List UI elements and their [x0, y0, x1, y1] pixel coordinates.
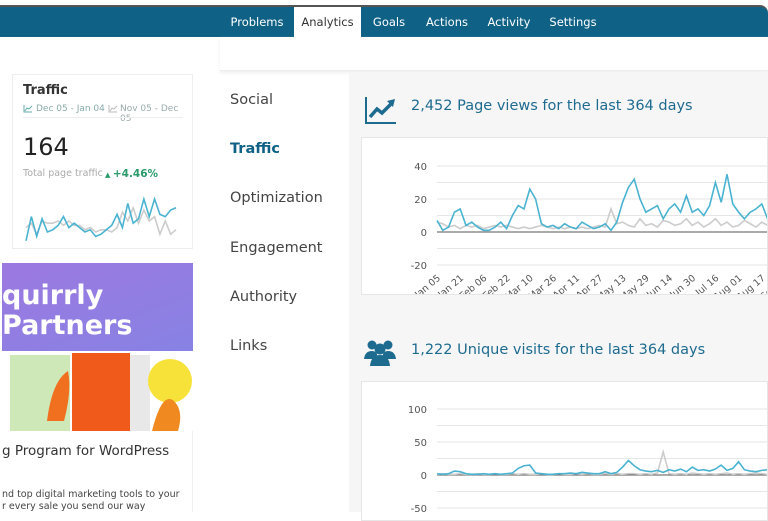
tab-analytics[interactable]: Analytics	[294, 7, 361, 40]
previous-period-line	[25, 205, 177, 237]
sub-header-bar	[220, 37, 768, 71]
up-arrow-icon: ▲	[105, 171, 113, 179]
traffic-label: Total page traffic	[23, 168, 103, 179]
unique-visits-chart: 100 50 0 -50	[361, 381, 768, 521]
tab-goals[interactable]: Goals	[372, 15, 406, 29]
tab-activity[interactable]: Activity	[487, 15, 531, 29]
menu-social[interactable]: Social	[230, 92, 273, 108]
menu-authority[interactable]: Authority	[230, 289, 298, 305]
y-tick-label: 40	[414, 162, 427, 173]
promo-description: nd top digital marketing tools to your r …	[2, 489, 180, 512]
page-views-title: 2,452 Page views for the last 364 days	[411, 98, 693, 114]
promo-title[interactable]: g Program for WordPress	[2, 443, 170, 459]
top-navigation: Problems Analytics Goals Actions Activit…	[0, 5, 768, 40]
window-edge	[0, 0, 768, 5]
menu-links[interactable]: Links	[230, 338, 268, 354]
promo-card: g Program for WordPress nd top digital m…	[2, 431, 193, 512]
y-tick-label: 20	[414, 195, 427, 206]
change-value: +4.46%	[112, 168, 159, 180]
menu-optimization[interactable]: Optimization	[230, 190, 323, 206]
current-period-line	[25, 196, 177, 241]
traffic-change: ▲ +4.46%	[105, 168, 158, 180]
trending-up-icon	[365, 97, 396, 124]
divider	[23, 117, 183, 118]
previous-period-line	[436, 448, 767, 476]
y-tick-label: 0	[421, 471, 427, 482]
tab-problems[interactable]: Problems	[230, 15, 284, 29]
tab-actions[interactable]: Actions	[425, 15, 468, 29]
traffic-card: Traffic Dec 05 - Jan 04 Nov 05 - Dec 05 …	[12, 74, 193, 249]
traffic-value: 164	[23, 133, 69, 161]
y-tick-label: -20	[411, 261, 427, 272]
unique-visits-title: 1,222 Unique visits for the last 364 day…	[411, 342, 706, 358]
current-range[interactable]: Dec 05 - Jan 04	[36, 104, 105, 114]
x-tick-label: Jun 30	[667, 273, 698, 295]
unique-visits-chart-svg: 100 50 0 -50	[408, 405, 767, 515]
line-chart-icon	[23, 105, 33, 113]
current-period-line	[436, 174, 767, 232]
previous-period-line	[436, 206, 767, 230]
users-icon	[364, 340, 396, 366]
y-tick-label: 100	[408, 405, 427, 416]
y-tick-label: 50	[414, 438, 427, 449]
page-views-chart: 40 20 0 -20 Jan 05 Jan 21 Feb 06 Feb 22 Mar 10 Ma…	[361, 137, 768, 295]
promo-illustration	[2, 351, 193, 431]
line-chart-icon	[108, 105, 118, 113]
current-period-line	[436, 459, 767, 476]
y-tick-label: -50	[411, 504, 427, 515]
y-tick-label: 0	[421, 228, 427, 239]
previous-range[interactable]: Nov 05 - Dec 05	[120, 104, 179, 124]
menu-traffic[interactable]: Traffic	[230, 141, 280, 157]
traffic-sparkline	[25, 196, 177, 241]
card-title: Traffic	[23, 83, 68, 98]
promo-logo: quirrly Partners	[2, 280, 133, 341]
menu-engagement[interactable]: Engagement	[230, 240, 323, 256]
promo-banner[interactable]: quirrly Partners	[2, 263, 193, 431]
tab-settings[interactable]: Settings	[549, 15, 597, 29]
